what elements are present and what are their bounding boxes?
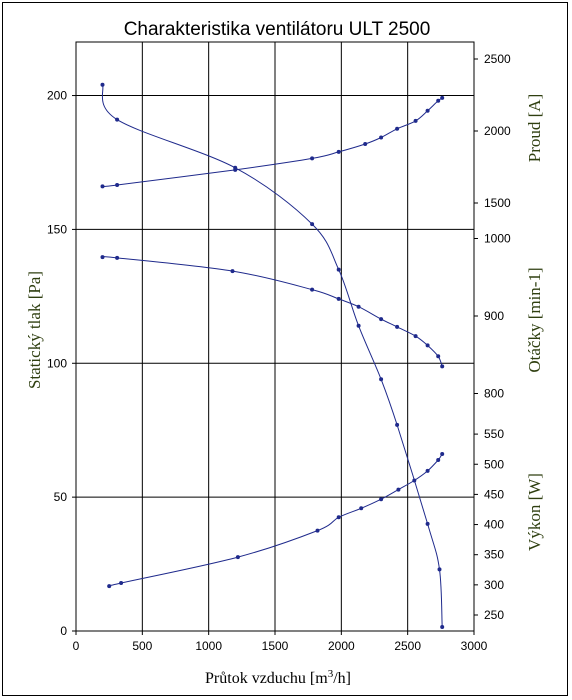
data-point-power: [359, 506, 364, 511]
data-point-power: [235, 555, 240, 560]
left-axis-label: Statický tlak [Pa]: [25, 271, 44, 389]
right_current-tick-label: 1500: [484, 196, 511, 210]
data-point-speed: [100, 255, 105, 260]
right_speed-tick-label: 1000: [484, 232, 511, 246]
x-tick-label: 1500: [262, 639, 289, 653]
data-point-pressure: [310, 222, 315, 227]
data-point-speed: [425, 343, 430, 348]
right_power-tick-label: 450: [484, 487, 504, 501]
data-point-power: [412, 478, 417, 483]
series-line-speed: [102, 256, 443, 367]
right_speed-tick-label: 800: [484, 387, 504, 401]
left-tick-label: 200: [47, 89, 67, 103]
right_power-tick-label: 350: [484, 548, 504, 562]
right_power-tick-label: 500: [484, 457, 504, 471]
data-point-current: [363, 142, 368, 146]
data-point-speed: [115, 255, 120, 260]
right-axis-label-current: Proud [A]: [525, 94, 544, 162]
data-point-current: [233, 167, 238, 172]
data-point-speed: [310, 287, 315, 292]
right_power-tick-label: 400: [484, 518, 504, 532]
right_power-tick-label: 300: [484, 578, 504, 592]
x-axis-label: Průtok vzduchu [m3/h]: [205, 668, 351, 687]
x-axis-label-superscript: 3: [328, 668, 334, 680]
left-tick-label: 50: [54, 490, 68, 504]
left-tick-label: 100: [47, 356, 67, 370]
x-axis-label-tail: /h]: [333, 670, 351, 687]
plot-area-border: [75, 41, 475, 632]
grid: [72, 42, 478, 635]
right_power-tick-label: 250: [484, 608, 504, 622]
data-point-speed: [230, 269, 235, 274]
series-line-pressure: [101, 84, 443, 628]
right-axis-label-speed: Otáčky [min-1]: [525, 267, 544, 372]
data-point-current: [100, 184, 105, 189]
data-point-pressure: [100, 82, 105, 87]
data-point-current: [436, 98, 441, 103]
data-point-pressure: [336, 267, 341, 272]
data-point-speed: [356, 304, 361, 309]
data-point-power: [107, 584, 112, 589]
data-point-power: [336, 515, 341, 520]
tick-labels: 0 500 1000 1500 2000 2500 3000 0 50 100 150 200 1500…: [47, 52, 511, 653]
data-point-current: [440, 95, 445, 100]
data-point-speed: [336, 296, 341, 301]
data-point-power: [396, 487, 401, 492]
x-tick-label: 3000: [461, 639, 488, 653]
data-point-pressure: [437, 567, 442, 572]
data-point-power: [379, 497, 384, 502]
data-point-current: [413, 118, 418, 123]
data-point-current: [379, 135, 384, 140]
data-point-current: [395, 126, 400, 131]
x-axis-label-main: Průtok vzduchu [m: [205, 670, 328, 687]
data-point-current: [115, 183, 120, 187]
data-point-speed: [379, 317, 384, 322]
right_speed-tick-label: 900: [484, 309, 504, 323]
series-current: [100, 95, 445, 189]
data-point-current: [310, 156, 315, 161]
series-pressure: [100, 82, 445, 629]
data-point-current: [425, 108, 430, 113]
x-tick-label: 2500: [394, 639, 421, 653]
left-tick-label: 150: [47, 222, 67, 236]
data-point-power: [315, 528, 320, 533]
x-tick-label: 0: [73, 639, 80, 653]
data-point-pressure: [379, 377, 384, 382]
x-tick-label: 500: [132, 639, 152, 653]
data-point-speed: [413, 334, 418, 339]
data-point-pressure: [115, 117, 120, 122]
series-speed: [100, 255, 445, 369]
right_power-tick-label: 550: [484, 427, 504, 441]
right_current-tick-label: 2000: [484, 124, 511, 138]
right_current-tick-label: 2500: [484, 52, 511, 66]
chart-title: Charakteristika ventilátoru ULT 2500: [124, 19, 431, 40]
x-tick-label: 2000: [328, 639, 355, 653]
data-point-pressure: [395, 422, 400, 427]
data-point-pressure: [425, 521, 430, 526]
data-point-speed: [395, 324, 400, 329]
data-point-power: [119, 581, 124, 585]
data-point-power: [440, 452, 445, 456]
data-point-speed: [436, 354, 441, 359]
data-point-pressure: [356, 323, 361, 328]
series-power: [107, 452, 445, 589]
right-axis-label-power: Výkon [W]: [525, 473, 544, 551]
left-tick-label: 0: [60, 624, 67, 638]
x-tick-label: 1000: [195, 639, 222, 653]
data-point-power: [425, 468, 430, 473]
series-layer: [100, 82, 445, 629]
data-point-power: [436, 458, 441, 462]
data-point-current: [336, 149, 341, 154]
series-line-current: [101, 97, 443, 188]
data-point-speed: [440, 364, 445, 369]
data-point-pressure: [440, 625, 445, 629]
